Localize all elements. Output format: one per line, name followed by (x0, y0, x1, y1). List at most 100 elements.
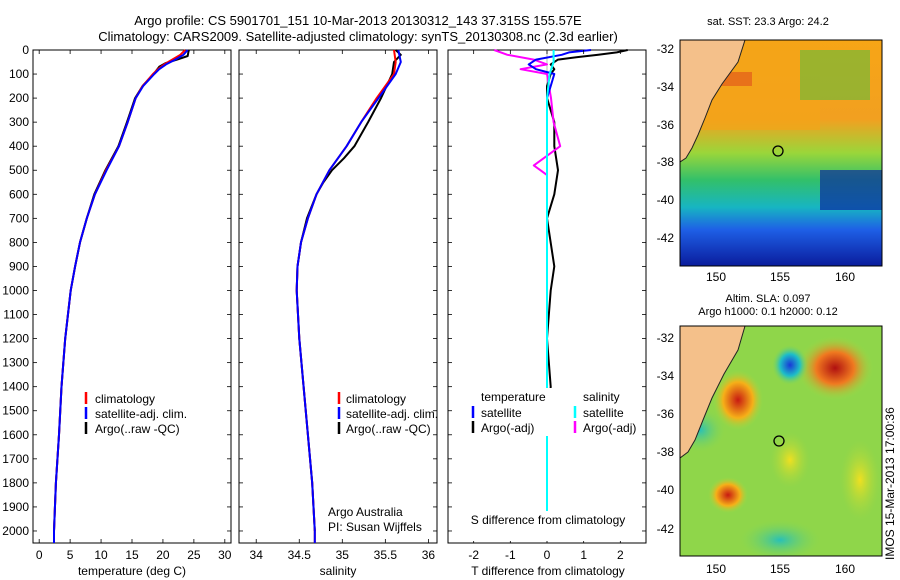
sst-xtick: 155 (770, 270, 790, 284)
argo-position-marker (773, 435, 785, 447)
depth-tick-label: 1400 (2, 380, 29, 394)
legend-label-sal-satellite: satellite (583, 406, 624, 420)
tick-marks (33, 49, 646, 532)
depth-tick-label: 1600 (2, 428, 29, 442)
sst-map (680, 40, 882, 266)
legend-label-climatology: climatology (346, 392, 406, 406)
sla-x-ticks: 150 155 160 (706, 562, 855, 576)
salinity-axes (238, 49, 438, 544)
land (680, 326, 746, 459)
series-line-argo-raw-qc- (295, 49, 402, 532)
depth-tick-label: 900 (9, 259, 29, 273)
difference-lines (493, 49, 628, 531)
s-difference-label: S difference from climatology (471, 513, 626, 527)
temperature-axes (32, 49, 232, 544)
t-difference-label: T difference from climatology (471, 564, 625, 578)
sla-xtick: 150 (706, 562, 726, 576)
depth-tick-label: 500 (9, 163, 29, 177)
depth-tick-label: 1700 (2, 452, 29, 466)
series-line-temperature-argo-adj- (546, 49, 628, 531)
x-tick-label: 25 (187, 548, 201, 562)
x-tick-label: 36 (422, 548, 436, 562)
salinity-legend: climatology satellite-adj. clim. Argo(..… (337, 392, 438, 436)
sst-map-title: sat. SST: 23.3 Argo: 24.2 (707, 16, 829, 28)
x-tick-label: 35.5 (374, 548, 398, 562)
legend-label-satellite: satellite-adj. clim. (95, 407, 187, 421)
legend-label-argo: Argo(..raw -QC) (95, 422, 180, 436)
depth-tick-label: 2000 (2, 524, 29, 538)
argo-position-marker (772, 145, 784, 157)
depth-tick-label: 1200 (2, 332, 29, 346)
imos-timestamp: IMOS 15-Mar-2013 17:00:36 (883, 407, 897, 560)
x-tick-label: -2 (468, 548, 479, 562)
legend-label-sal-argo: Argo(-adj) (583, 421, 636, 435)
sst-ytick: -32 (657, 42, 675, 56)
legend-label-satellite: satellite-adj. clim. (346, 407, 438, 421)
sla-map (680, 326, 882, 556)
legend-temperature-title: temperature (481, 390, 546, 404)
salinity-xlabel: salinity (320, 564, 357, 578)
sla-ytick: -32 (657, 331, 675, 345)
sla-yellow-east (840, 440, 880, 520)
difference-legend: temperature salinity satellite Argo(-adj… (471, 388, 640, 436)
sla-ytick: -38 (657, 445, 675, 459)
sla-xtick: 160 (835, 562, 855, 576)
argo-australia-note: Argo Australia (328, 505, 403, 519)
series-line-argo-raw-qc- (53, 49, 190, 532)
x-tick-label: -1 (505, 548, 516, 562)
temperature-xlabel: temperature (deg C) (78, 564, 186, 578)
sst-map-frame (679, 39, 883, 267)
salinity-x-ticks: 34 34.5 35 35.5 36 (250, 50, 436, 562)
legend-salinity-title: salinity (583, 390, 620, 404)
sla-yellow-center (770, 432, 810, 488)
x-tick-label: 0 (544, 548, 551, 562)
sla-y-ticks: -32 -34 -36 -38 -40 -42 (657, 331, 675, 536)
depth-tick-label: 200 (9, 91, 29, 105)
depth-tick-label: 400 (9, 139, 29, 153)
depth-tick-label: 800 (9, 235, 29, 249)
sst-xtick: 150 (706, 270, 726, 284)
temperature-lines (53, 49, 190, 543)
depth-tick-label: 1500 (2, 404, 29, 418)
x-tick-label: 34.5 (288, 548, 312, 562)
series-line-temperature-satellite (527, 49, 592, 531)
series-line-satellite-adj-clim- (295, 49, 402, 543)
sst-green-patch (800, 50, 870, 100)
temperature-x-ticks: 0 5 10 15 20 25 30 (36, 50, 232, 562)
legend-label-temp-argo: Argo(-adj) (481, 421, 534, 435)
sst-xtick: 160 (835, 270, 855, 284)
temperature-legend: climatology satellite-adj. clim. Argo(..… (84, 392, 187, 436)
depth-tick-label: 300 (9, 115, 29, 129)
sla-map-title-1: Altim. SLA: 0.097 (726, 293, 811, 305)
depth-tick-label: 1900 (2, 500, 29, 514)
x-tick-label: 34 (250, 548, 264, 562)
sst-ytick: -42 (657, 231, 675, 245)
sla-ytick: -40 (657, 483, 675, 497)
sst-ytick: -38 (657, 155, 675, 169)
x-tick-label: 5 (67, 548, 74, 562)
sla-low-center (772, 345, 808, 385)
title-line-1: Argo profile: CS 5901701_151 10-Mar-2013… (134, 13, 582, 28)
depth-tick-labels: 0 100 200 300 400 500 600 700 800 900 1000 1100 1200… (2, 43, 29, 538)
x-tick-label: 2 (617, 548, 624, 562)
x-tick-label: 30 (218, 548, 232, 562)
sst-ytick: -36 (657, 118, 675, 132)
sla-low-south (740, 520, 820, 556)
pi-note: PI: Susan Wijffels (328, 520, 422, 534)
legend-backdrop (472, 388, 640, 436)
x-tick-label: 20 (156, 548, 170, 562)
title-line-2: Climatology: CARS2009. Satellite-adjuste… (98, 29, 618, 44)
depth-tick-label: 700 (9, 211, 29, 225)
depth-tick-label: 1800 (2, 476, 29, 490)
x-tick-label: 1 (580, 548, 587, 562)
series-line-satellite-adj-clim- (53, 49, 189, 543)
sla-map-title-2: Argo h1000: 0.1 h2000: 0.12 (698, 306, 837, 318)
sla-map-frame (679, 325, 883, 557)
depth-tick-label: 0 (22, 43, 29, 57)
land (680, 40, 746, 163)
x-tick-label: 0 (36, 548, 43, 562)
legend-label-argo: Argo(..raw -QC) (346, 422, 431, 436)
depth-tick-label: 600 (9, 187, 29, 201)
legend-label-climatology: climatology (95, 392, 155, 406)
sla-high-sw (708, 477, 748, 513)
